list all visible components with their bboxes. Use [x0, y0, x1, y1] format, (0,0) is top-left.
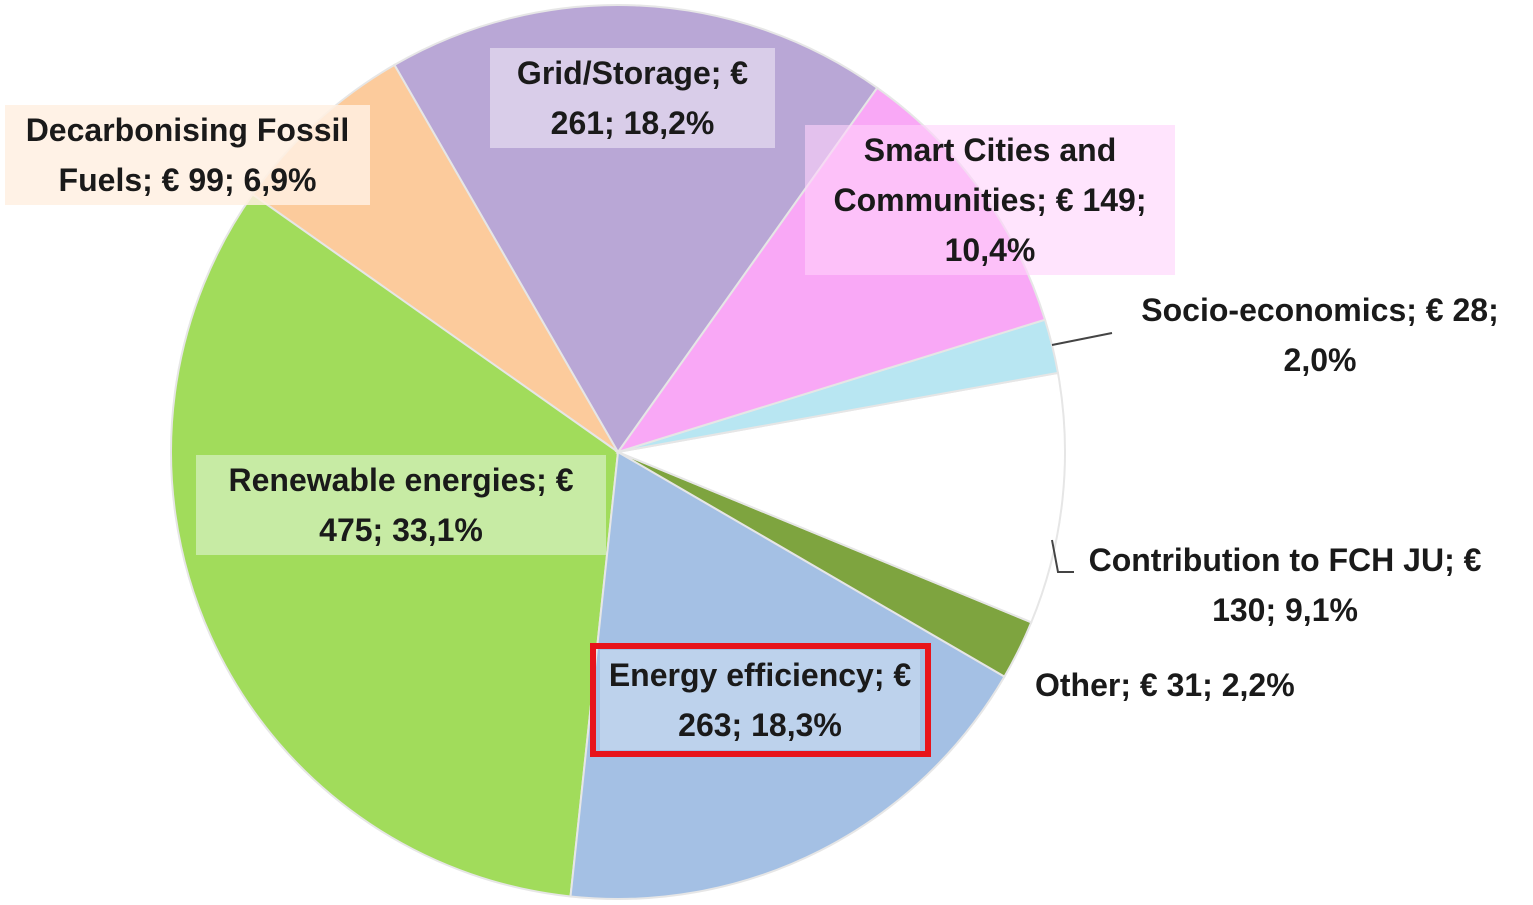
data-label: Renewable energies; € 475; 33,1%: [196, 455, 606, 555]
data-label: Decarbonising Fossil Fuels; € 99; 6,9%: [5, 105, 370, 205]
data-label: Other; € 31; 2,2%: [1035, 667, 1295, 703]
data-label: Grid/Storage; € 261; 18,2%: [490, 48, 775, 148]
highlight-box: [590, 643, 931, 757]
data-label: Socio-economics; € 28; 2,0%: [1141, 292, 1499, 378]
leader-line: [1051, 539, 1074, 573]
leader-line: [1051, 332, 1113, 346]
data-label: Energy efficiency; € 263; 18,3%: [600, 650, 920, 750]
data-label: Smart Cities and Communities; € 149; 10,…: [805, 125, 1175, 275]
data-label: Contribution to FCH JU; € 130; 9,1%: [1088, 542, 1482, 628]
pie-slice: [614, 371, 1066, 624]
